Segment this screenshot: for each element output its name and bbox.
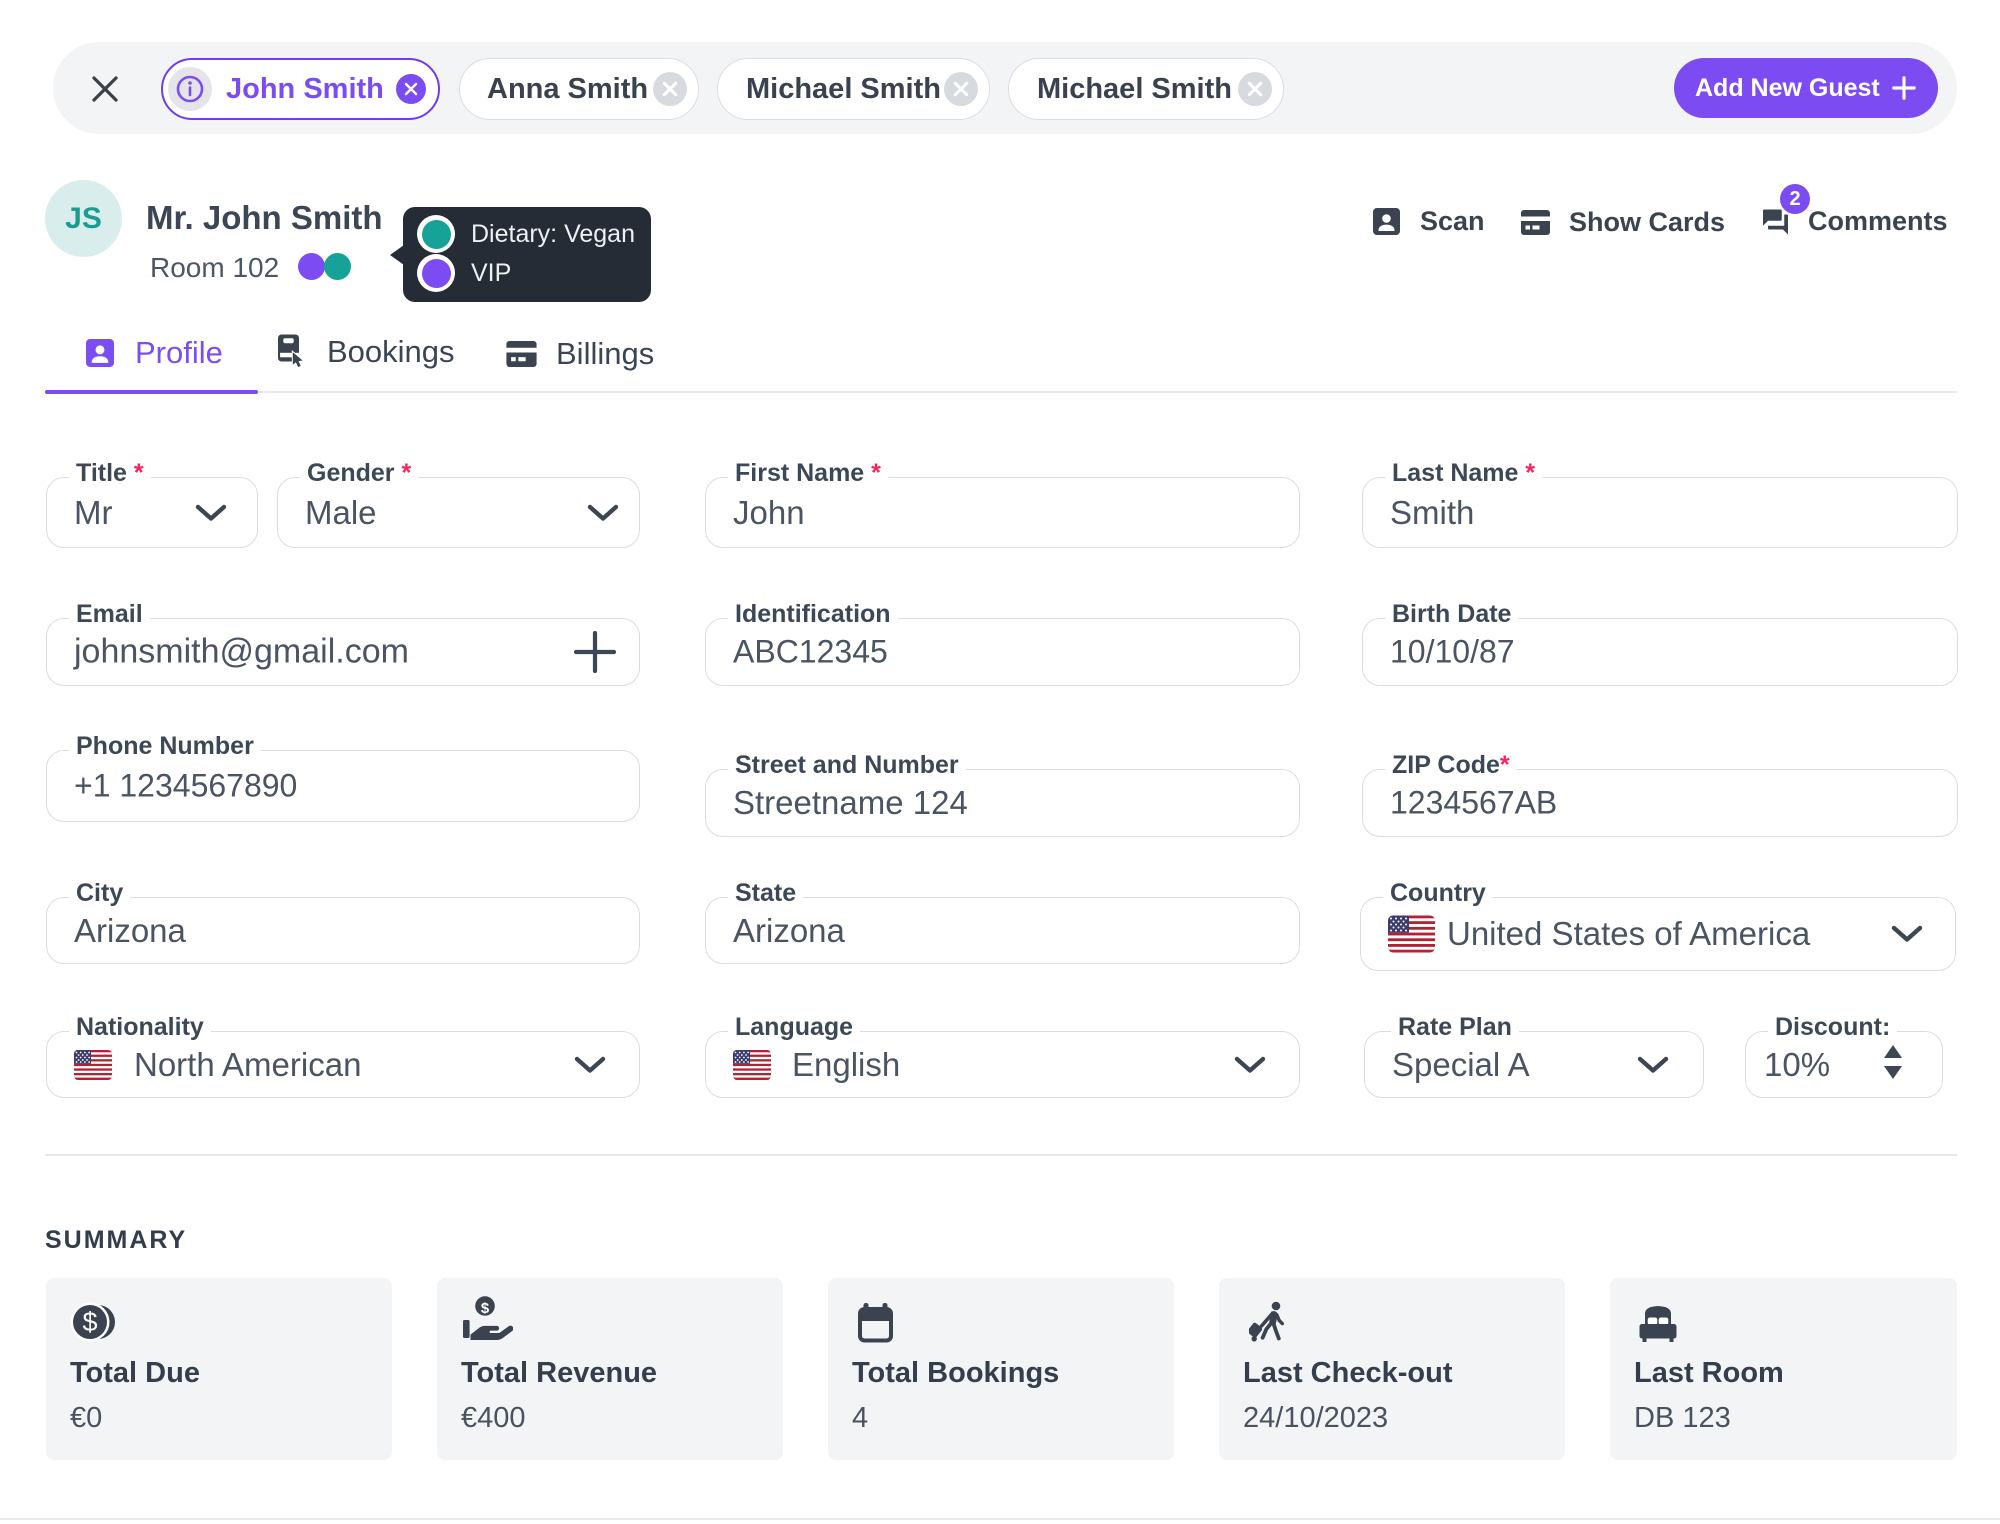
- svg-text:$: $: [480, 1301, 489, 1318]
- svg-text:$: $: [82, 1307, 97, 1337]
